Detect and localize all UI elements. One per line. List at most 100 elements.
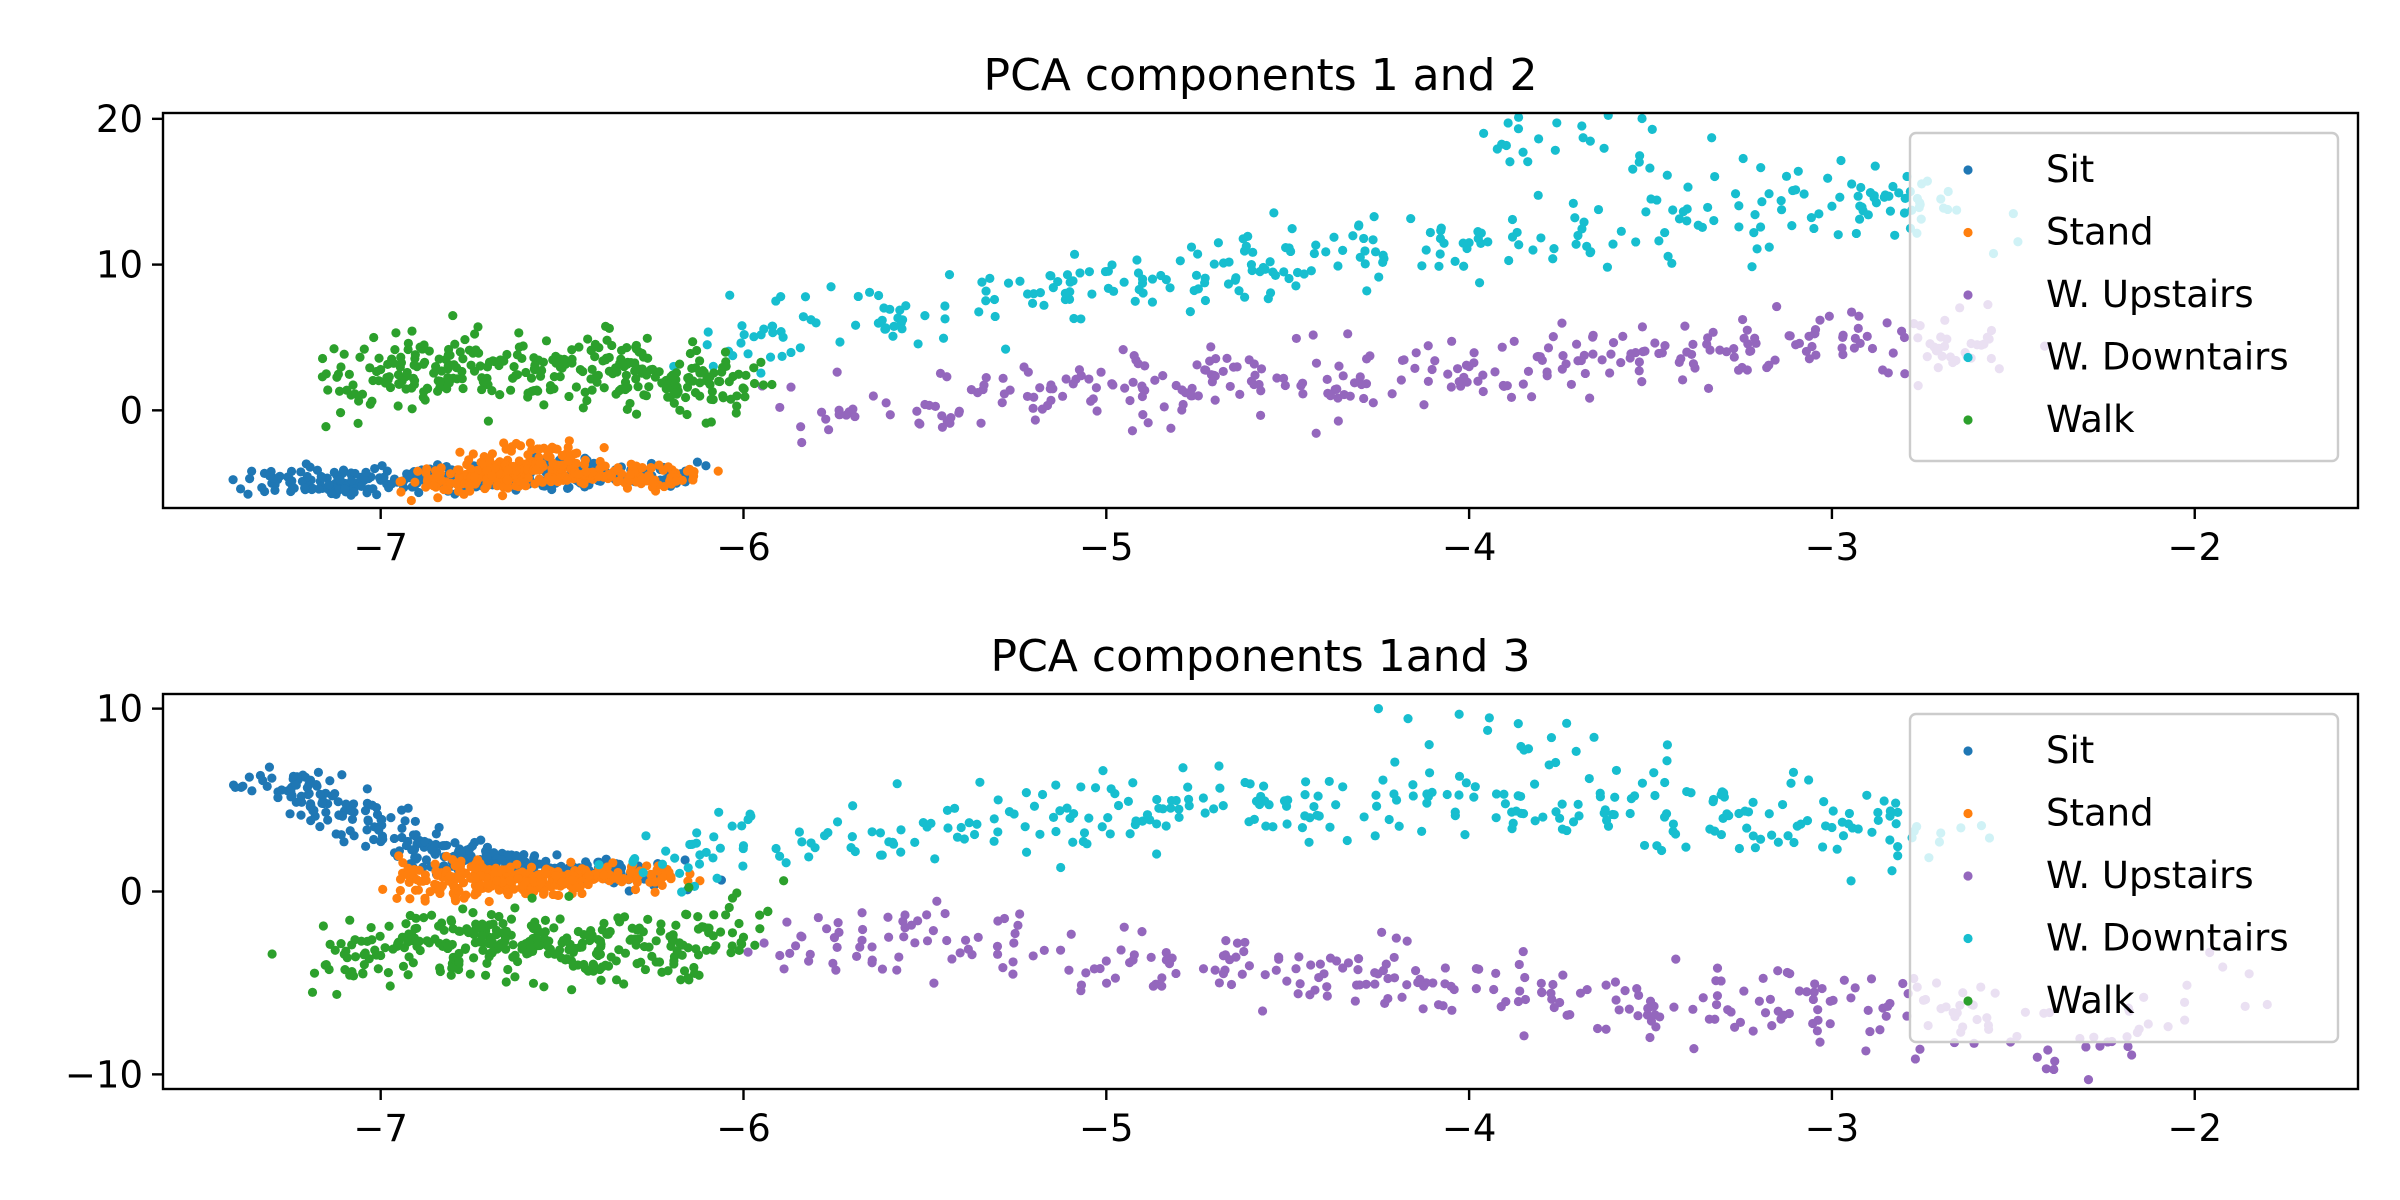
scatter-point [1397,992,1407,1002]
scatter-point [1639,840,1650,851]
scatter-point [1846,993,1856,1003]
scatter-point [1322,982,1332,992]
scatter-point [1637,113,1647,124]
scatter-point [469,366,480,376]
scatter-point [826,282,836,292]
scatter-point [353,418,363,428]
scatter-point [1483,237,1493,247]
scatter-point [402,367,412,378]
scatter-point [1137,927,1147,937]
scatter-point [1837,343,1847,353]
scatter-point [1332,384,1342,394]
scatter-point [952,832,963,842]
scatter-point [1799,189,1809,199]
scatter-point [1260,970,1270,980]
scatter-point [393,370,404,380]
scatter-point [458,878,469,888]
scatter-point [913,916,923,926]
scatter-point [549,474,559,484]
scatter-point [498,928,509,939]
scatter-point [740,392,750,402]
scatter-point [586,926,596,936]
scatter-point [656,919,666,929]
scatter-point [520,888,531,899]
scatter-point [1885,811,1895,821]
scatter-point [350,952,361,962]
scatter-point [461,943,471,953]
scatter-point [1171,968,1181,979]
scatter-point [459,893,469,903]
scatter-point [1394,821,1404,831]
scatter-point [1287,224,1297,234]
scatter-point [1491,968,1501,979]
scatter-point [895,305,905,315]
scatter-point [460,334,470,345]
scatter-point [350,468,360,479]
scatter-point [394,379,404,389]
scatter-point [1321,247,1331,257]
scatter-point [1824,311,1834,321]
scatter-point [452,465,463,475]
scatter-point [1729,344,1739,354]
scatter-point [592,377,602,387]
scatter-point [1526,392,1537,402]
scatter-point [503,964,513,975]
scatter-point [1629,791,1640,801]
scatter-point [727,941,737,951]
scatter-point [1781,171,1792,181]
scatter-point [1373,704,1384,714]
scatter-point [1570,213,1580,223]
scatter-point [1438,1001,1448,1011]
scatter-point [659,481,669,492]
scatter-point [1513,996,1524,1007]
scatter-point [1870,161,1880,171]
scatter-point [1687,349,1697,360]
scatter-point [599,443,609,453]
scatter-point [1722,809,1732,819]
scatter-point [1764,809,1774,819]
scatter-point [1334,361,1344,371]
scatter-point [942,805,953,815]
scatter-point [450,339,460,349]
scatter-point [1214,978,1224,988]
scatter-point [567,358,577,368]
scatter-point [1813,1005,1823,1015]
scatter-point [1008,969,1018,979]
scatter-point [1853,824,1863,834]
scatter-point [584,871,594,881]
scatter-point [1055,806,1065,816]
scatter-point [1425,227,1435,238]
scatter-point [477,373,487,383]
scatter-point [1333,261,1343,271]
scatter-point [1250,370,1260,380]
scatter-point [512,350,523,360]
scatter-point [1711,1000,1722,1010]
scatter-point [1029,801,1040,811]
scatter-point [1676,354,1686,364]
scatter-point [1469,792,1479,802]
scatter-point [1537,355,1547,366]
scatter-point [1854,311,1864,321]
scatter-point [1479,128,1489,139]
scatter-point [525,438,535,448]
scatter-point [536,878,546,888]
scatter-point [1372,801,1382,811]
scatter-point [1039,945,1049,956]
scatter-point [709,832,719,842]
scatter-point [1511,806,1521,816]
scatter-point [943,823,953,833]
scatter-point [707,386,717,397]
scatter-point [1293,989,1303,999]
scatter-point [350,935,360,945]
scatter-point [688,337,698,347]
scatter-point [1417,826,1427,836]
scatter-point [1299,269,1309,279]
scatter-point [1280,380,1290,391]
scatter-point [1360,246,1370,256]
scatter-point [574,342,584,352]
scatter-point [643,914,653,925]
scatter-point [414,487,424,498]
scatter-point [404,952,414,962]
scatter-point [435,966,445,977]
scatter-point [345,915,355,925]
